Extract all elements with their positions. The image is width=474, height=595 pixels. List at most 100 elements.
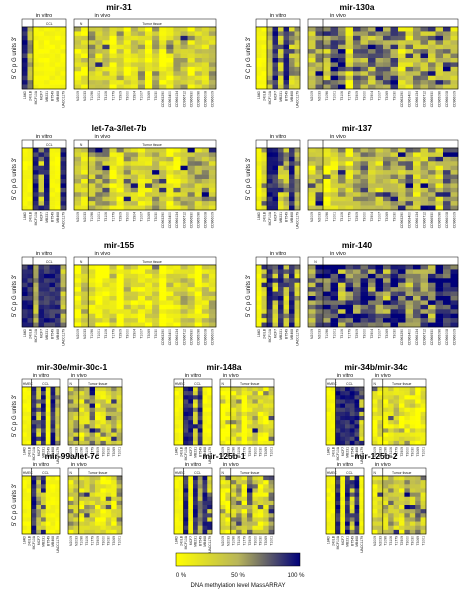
heatmap-cell <box>241 391 248 396</box>
sample-label: CD965096 <box>196 212 200 228</box>
heatmap-cell <box>145 62 153 68</box>
heatmap-cell <box>377 420 384 425</box>
heatmap-cell <box>390 148 399 153</box>
heatmap-cell <box>152 40 160 46</box>
heatmap-cell <box>230 403 237 409</box>
heatmap-cell <box>405 84 414 90</box>
in-vivo-label: in vivo <box>330 251 346 257</box>
heatmap-cell <box>413 278 421 284</box>
heatmap-cell <box>267 165 273 171</box>
heatmap-cell <box>26 440 32 446</box>
heatmap-cell <box>194 27 203 32</box>
heatmap-cell <box>236 513 242 518</box>
heatmap-cell <box>207 476 213 481</box>
heatmap-cell <box>375 291 384 297</box>
heatmap-cell <box>187 179 195 184</box>
heatmap-cell <box>100 432 107 438</box>
heatmap-cell <box>173 205 181 211</box>
heatmap-cell <box>308 205 316 211</box>
heatmap-cell <box>183 432 189 438</box>
heatmap-cell <box>22 500 28 506</box>
heatmap-cell <box>207 496 213 502</box>
heatmap-cell <box>60 265 67 270</box>
heatmap-cell <box>353 174 361 180</box>
heatmap-cell <box>388 387 394 392</box>
heatmap-cell <box>49 58 56 63</box>
heatmap-cell <box>201 192 210 198</box>
normal-label: N <box>80 260 83 264</box>
heatmap-cell <box>60 156 67 162</box>
heatmap-cell <box>345 71 354 77</box>
heatmap-cell <box>73 436 80 442</box>
in-vitro-header-box <box>21 18 67 28</box>
heatmap-cell <box>173 49 181 54</box>
heatmap-cell <box>33 80 39 85</box>
heatmap-cell <box>399 492 405 498</box>
heatmap-cell <box>202 403 208 409</box>
heatmap-cell <box>116 84 124 90</box>
heatmap-cell <box>193 513 199 518</box>
heatmap-cell <box>409 399 416 404</box>
sample-label: CD963400 <box>168 212 172 228</box>
heatmap-cell <box>247 436 253 442</box>
heatmap-cell <box>36 395 42 400</box>
heatmap-cell <box>174 403 180 409</box>
heatmap-cell <box>443 318 451 323</box>
heatmap-cell <box>166 35 174 41</box>
heatmap-cell <box>68 391 74 396</box>
heatmap-cell <box>197 517 203 522</box>
heatmap-cell <box>420 496 427 502</box>
heatmap-cell <box>230 440 237 446</box>
heatmap-cell <box>225 513 232 518</box>
heatmap-cell <box>420 492 427 498</box>
heatmap-cell <box>130 313 139 319</box>
heatmap-cell <box>44 273 50 279</box>
heatmap-cell <box>152 304 160 310</box>
heatmap-cell <box>368 49 376 54</box>
heatmap-cell <box>399 440 405 446</box>
heatmap-cell <box>50 420 56 425</box>
heatmap-cell <box>415 476 421 481</box>
heatmap-cell <box>272 84 279 90</box>
sample-label: UACC1179 <box>360 536 364 553</box>
heatmap-cell <box>22 75 28 81</box>
heatmap-cell <box>33 179 39 184</box>
ccl-label: CCL <box>346 471 353 475</box>
heatmap-cell <box>409 505 416 510</box>
heatmap-cell <box>208 27 217 32</box>
heatmap-cell <box>382 509 389 514</box>
heatmap-cell <box>137 161 146 167</box>
heatmap-cell <box>398 75 406 81</box>
heatmap-cell <box>109 313 117 319</box>
heatmap-cell <box>345 304 354 310</box>
sample-label: MB231 <box>45 212 49 223</box>
heatmap-cell <box>183 492 189 498</box>
heatmap-cell <box>95 416 101 421</box>
heatmap-cell <box>368 179 376 184</box>
heatmap-cell <box>359 416 365 421</box>
heatmap-cell <box>405 27 414 32</box>
heatmap-cell <box>383 318 391 323</box>
heatmap-cell <box>95 387 101 392</box>
heatmap-cell <box>268 416 275 421</box>
heatmap-cell <box>89 488 96 493</box>
heatmap-cell <box>294 273 301 279</box>
heatmap-cell <box>27 318 34 323</box>
heatmap-cell <box>95 291 103 297</box>
heatmap-cell <box>55 205 61 211</box>
sample-label: CD965096 <box>437 329 441 345</box>
heatmap-cell <box>345 420 351 425</box>
heatmap-cell <box>60 170 67 175</box>
heatmap-cell <box>116 265 124 270</box>
heatmap-cell <box>283 152 290 158</box>
heatmap-cell <box>326 395 332 400</box>
heatmap-cell <box>308 318 316 323</box>
heatmap-cell <box>247 496 253 502</box>
heatmap-cell <box>44 53 50 59</box>
heatmap-cell <box>283 183 290 189</box>
heatmap-cell <box>26 496 32 502</box>
heatmap-cell <box>45 505 51 510</box>
heatmap-cell <box>178 525 184 531</box>
heatmap-cell <box>193 505 199 510</box>
heatmap-cell <box>415 416 421 421</box>
